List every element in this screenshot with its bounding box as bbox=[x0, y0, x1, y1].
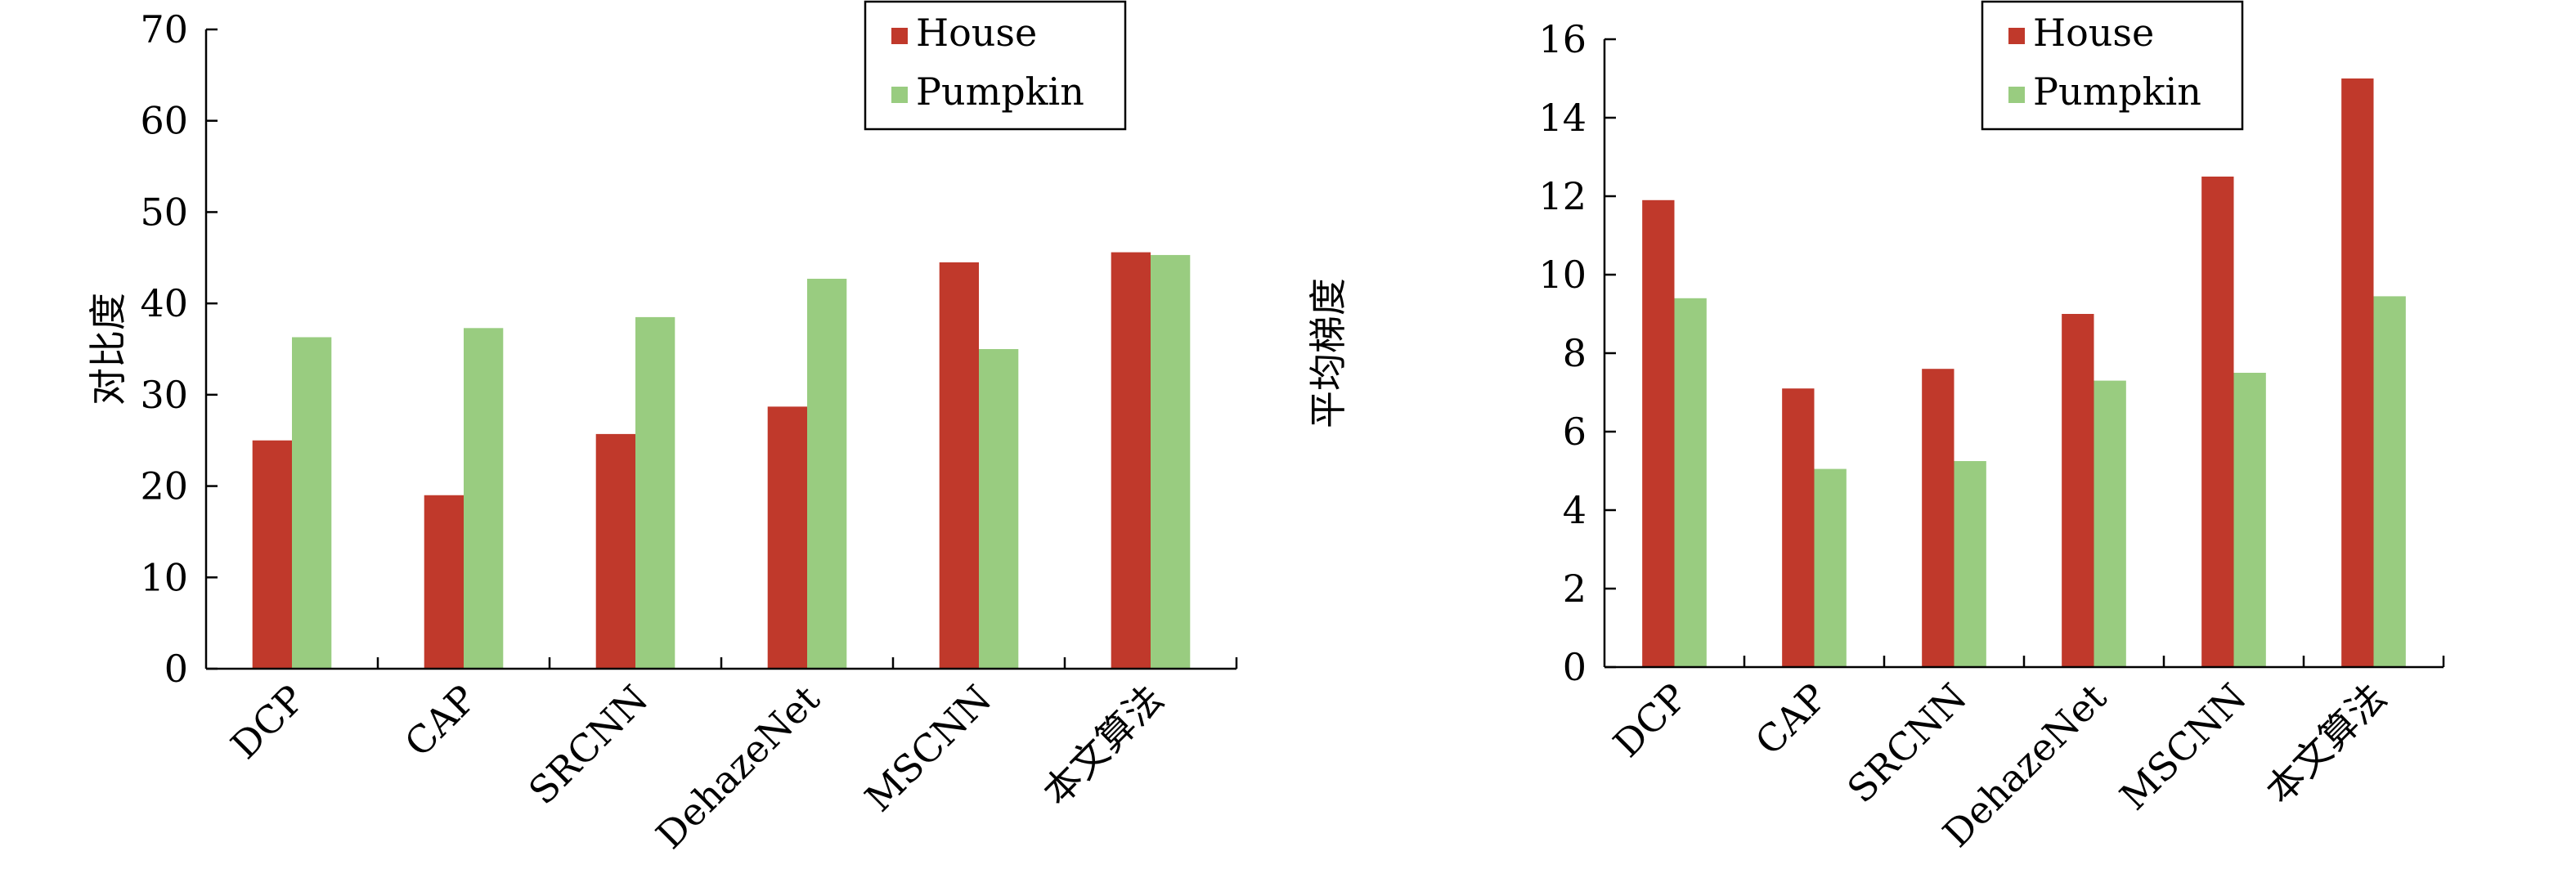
y-tick-label: 8 bbox=[1563, 331, 1586, 375]
y-tick-label: 60 bbox=[140, 99, 188, 143]
bar-pumpkin-0 bbox=[292, 337, 332, 669]
legend-label-pumpkin: Pumpkin bbox=[2033, 69, 2201, 114]
y-tick-label: 30 bbox=[140, 373, 188, 417]
y-tick-label: 70 bbox=[140, 7, 188, 52]
bar-house-3 bbox=[2062, 314, 2094, 667]
x-tick-label: DCP bbox=[1604, 675, 1695, 766]
y-axis-label: 平均梯度 bbox=[1306, 278, 1350, 428]
bar-house-2 bbox=[1922, 369, 1954, 667]
bar-pumpkin-3 bbox=[2094, 380, 2126, 667]
x-tick-label: DehazeNet bbox=[648, 676, 828, 857]
legend: House Pumpkin bbox=[1981, 0, 2244, 131]
y-tick-label: 4 bbox=[1563, 488, 1586, 532]
y-tick-label: 6 bbox=[1563, 410, 1586, 454]
y-tick-label: 40 bbox=[140, 281, 188, 325]
bar-house-0 bbox=[1642, 199, 1675, 668]
bar-pumpkin-3 bbox=[807, 278, 847, 669]
y-tick-label: 20 bbox=[140, 464, 188, 508]
y-tick-label: 14 bbox=[1538, 96, 1586, 140]
legend-swatch-pumpkin bbox=[2008, 87, 2025, 103]
bar-house-0 bbox=[252, 440, 292, 669]
legend-label-pumpkin: Pumpkin bbox=[916, 69, 1084, 114]
legend-swatch-house bbox=[891, 28, 908, 44]
x-tick-label: SRCNN bbox=[520, 677, 657, 813]
bar-house-4 bbox=[939, 262, 979, 669]
y-tick-label: 2 bbox=[1563, 567, 1586, 611]
bar-house-5 bbox=[2341, 78, 2374, 667]
y-tick-label: 16 bbox=[1538, 17, 1586, 61]
legend-label-house: House bbox=[916, 11, 1037, 55]
y-tick-label: 10 bbox=[140, 555, 188, 599]
y-tick-label: 0 bbox=[164, 647, 188, 691]
legend-swatch-pumpkin bbox=[891, 87, 908, 103]
y-tick-label: 50 bbox=[140, 190, 188, 234]
bar-pumpkin-2 bbox=[635, 316, 675, 669]
y-tick-label: 10 bbox=[1538, 253, 1586, 297]
bar-pumpkin-5 bbox=[1151, 254, 1191, 669]
legend-swatch-house bbox=[2008, 28, 2025, 44]
bar-house-4 bbox=[2201, 177, 2234, 667]
bar-house-1 bbox=[424, 495, 464, 669]
y-axis-label: 对比度 bbox=[86, 293, 130, 405]
x-tick-label: 本文算法 bbox=[1034, 677, 1171, 814]
legend-box bbox=[1981, 0, 2244, 131]
bar-pumpkin-0 bbox=[1674, 298, 1707, 667]
legend-label-house: House bbox=[2033, 11, 2154, 55]
bar-house-1 bbox=[1782, 388, 1815, 667]
bar-house-3 bbox=[767, 406, 807, 669]
legend: House Pumpkin bbox=[864, 0, 1127, 131]
bar-pumpkin-4 bbox=[2233, 373, 2266, 667]
bar-pumpkin-1 bbox=[1814, 468, 1847, 667]
x-tick-label: CAP bbox=[396, 677, 484, 765]
x-tick-label: MSCNN bbox=[856, 677, 1000, 821]
bar-pumpkin-4 bbox=[979, 349, 1019, 669]
bar-pumpkin-5 bbox=[2373, 296, 2406, 667]
y-tick-label: 0 bbox=[1563, 645, 1586, 689]
x-tick-label: DCP bbox=[222, 677, 313, 768]
bar-house-5 bbox=[1111, 252, 1151, 669]
x-tick-label: CAP bbox=[1747, 675, 1835, 764]
bar-pumpkin-1 bbox=[464, 328, 504, 669]
x-tick-label: 本文算法 bbox=[2257, 675, 2394, 813]
legend-box bbox=[864, 0, 1127, 131]
bar-pumpkin-2 bbox=[1954, 461, 1986, 667]
bar-house-2 bbox=[595, 433, 635, 669]
y-tick-label: 12 bbox=[1538, 174, 1586, 218]
x-tick-label: MSCNN bbox=[2112, 675, 2255, 819]
x-tick-label: SRCNN bbox=[1839, 675, 1976, 812]
